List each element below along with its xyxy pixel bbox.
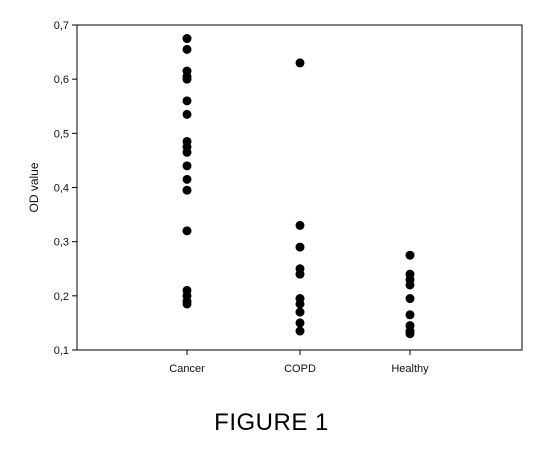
y-tick-label: 0,1: [54, 345, 69, 357]
x-tick-label: COPD: [284, 363, 316, 375]
data-point: [182, 96, 192, 106]
data-point: [295, 307, 305, 317]
data-point: [405, 310, 415, 320]
y-tick-label: 0,5: [54, 128, 69, 140]
data-point: [295, 326, 305, 336]
data-point: [295, 58, 305, 68]
data-point: [182, 34, 192, 44]
data-point: [295, 242, 305, 252]
data-point: [182, 226, 192, 236]
data-point: [405, 250, 415, 260]
data-point: [182, 161, 192, 171]
data-point: [295, 220, 305, 230]
data-point: [182, 299, 192, 309]
data-point: [182, 185, 192, 195]
x-tick-label: Healthy: [391, 363, 429, 375]
y-tick-label: 0,3: [54, 237, 69, 249]
y-axis-label: OD value: [27, 162, 41, 212]
data-point: [182, 174, 192, 184]
data-point: [295, 318, 305, 328]
data-point: [405, 294, 415, 304]
y-tick-label: 0,4: [54, 183, 69, 195]
y-tick-label: 0,6: [54, 74, 69, 86]
data-point: [405, 329, 415, 339]
data-point: [405, 280, 415, 290]
x-axis: Cancer COPD Healthy: [169, 350, 429, 375]
x-tick-label: Cancer: [169, 363, 205, 375]
data-point: [295, 269, 305, 279]
data-point: [182, 44, 192, 54]
data-point: [182, 109, 192, 119]
data-points: [182, 34, 415, 339]
data-point: [182, 74, 192, 84]
y-tick-label: 0,7: [54, 20, 69, 32]
y-tick-label: 0,2: [54, 291, 69, 303]
y-axis: 0,1 0,2 0,3 0,4 0,5 0,6 0,7: [54, 20, 77, 357]
figure-caption: FIGURE 1: [214, 409, 329, 436]
data-point: [295, 299, 305, 309]
data-point: [182, 147, 192, 157]
